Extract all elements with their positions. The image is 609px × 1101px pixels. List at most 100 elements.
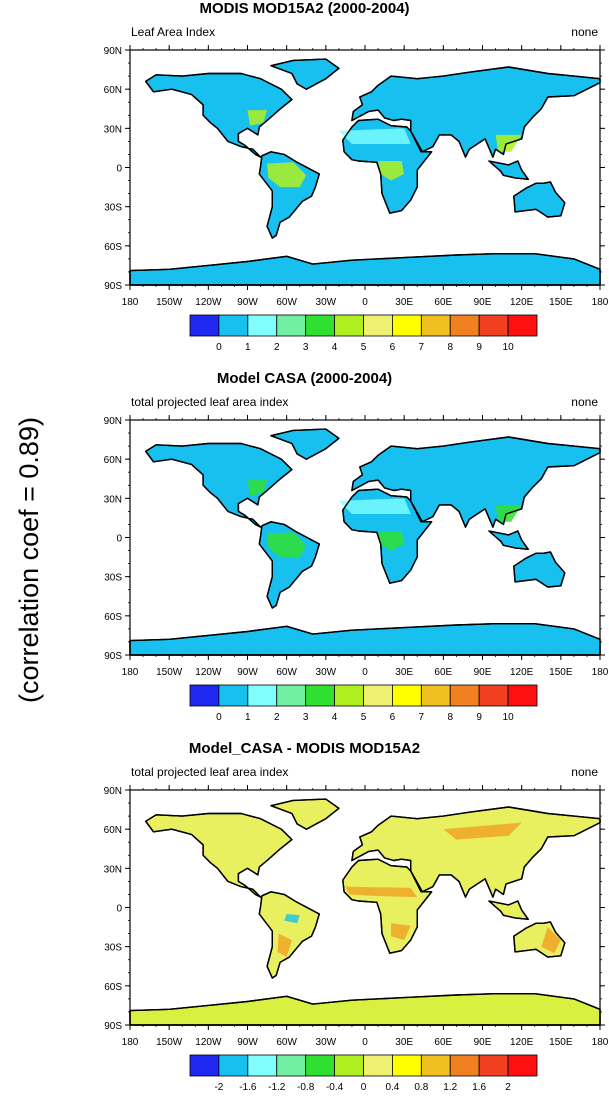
colorbar-swatch [449,684,480,707]
colorbar-swatch [507,314,538,337]
lon-tick-label: 60E [434,297,452,308]
lon-tick-label: 60W [276,667,297,678]
lon-tick-label: 60E [434,1037,452,1048]
lon-tick-label: 90W [237,297,258,308]
colorbar-swatch [363,1054,393,1077]
lon-tick-label: 0 [362,1037,368,1048]
lon-tick-label: 180 [592,1037,609,1048]
south-america-coastline [258,891,320,979]
colorbar-label: 1 [245,342,251,353]
colorbar-swatch [420,314,451,337]
greenland-coastline [270,58,340,90]
colorbar-swatch [334,1054,364,1077]
colorbar-swatch [189,314,220,337]
eurasia-coastline [351,436,601,528]
argentina-patch [277,933,292,958]
africa-coastline [342,118,433,214]
lat-tick-label: 60S [104,982,122,993]
east-us-patch [247,480,268,496]
lon-tick-label: 30E [395,667,413,678]
panel-casa: Model CASA (2000-2004) total projected l… [0,370,609,730]
lon-tick-label: 0 [362,667,368,678]
lon-tick-label: 150E [549,1037,573,1048]
lat-tick-label: 90N [104,46,122,57]
lon-tick-label: 120W [195,297,222,308]
lon-tick-label: 120W [195,1037,222,1048]
amazon-patch [267,162,307,188]
lat-tick-label: 30S [104,573,122,584]
australia-coastline [513,921,566,958]
lat-tick-label: 30N [104,124,122,135]
africa-coastline [342,858,433,954]
east-us-patch [247,110,268,126]
lon-tick-label: 30W [316,297,337,308]
congo-patch [378,531,405,551]
colorbar-swatch [478,684,509,707]
lat-tick-label: 90S [104,1021,122,1032]
north-america-coastline [144,442,293,528]
siberia-patch [443,822,522,840]
lon-tick-label: 180 [122,1037,139,1048]
colorbar-label: 10 [503,712,515,723]
lat-tick-label: 60N [104,85,122,96]
lon-tick-label: 150E [549,667,573,678]
panel-variable-label: total projected leaf area index [131,765,289,779]
australia-coastline [513,181,566,218]
colorbar-swatch [392,314,422,337]
colorbar-label: 8 [447,342,453,353]
colorbar-label: 8 [447,712,453,723]
lon-tick-label: 60E [434,667,452,678]
lon-tick-label: 150W [156,297,183,308]
colorbar-label: 6 [390,712,396,723]
eurasia-coastline [351,806,601,898]
north-america-coastline [144,72,293,158]
lat-tick-label: 90S [104,281,122,292]
colorbar-swatch [247,314,278,337]
colorbar-swatch [334,684,364,707]
colorbar-label: 1 [245,712,251,723]
lon-tick-label: 120E [510,297,534,308]
colorbar-swatch [218,684,249,707]
colorbar-label: 2 [274,712,280,723]
colorbar-swatch [420,684,451,707]
colorbar-swatch [276,314,307,337]
lat-tick-label: 30S [104,943,122,954]
colorbar-swatch [507,1054,538,1077]
south-america-coastline [258,151,320,239]
lat-tick-label: 60N [104,825,122,836]
colorbar-label: 1.6 [472,1082,486,1093]
lat-tick-label: 30N [104,494,122,505]
colorbar-label: 10 [503,342,515,353]
colorbar-label: -2 [214,1082,223,1093]
colorbar-swatch [189,684,220,707]
lon-tick-label: 90W [237,667,258,678]
lon-tick-label: 180 [122,667,139,678]
colorbar-swatch [449,1054,480,1077]
lat-tick-label: 60S [104,612,122,623]
panel-title: Model CASA (2000-2004) [216,370,393,387]
colorbar-swatch [247,1054,278,1077]
lon-tick-label: 120E [510,667,534,678]
lat-tick-label: 0 [116,534,122,545]
colorbar-label: 0.4 [385,1082,399,1093]
colorbar-label: 6 [390,342,396,353]
colorbar-label: 0 [361,1082,367,1093]
lon-tick-label: 120E [510,1037,534,1048]
lat-tick-label: 0 [116,904,122,915]
lat-tick-label: 30S [104,203,122,214]
eurasia-coastline [351,66,601,158]
panel-modis: MODIS MOD15A2 (2000-2004) Leaf Area Inde… [0,0,609,360]
colorbar-swatch [392,1054,422,1077]
lon-tick-label: 180 [592,667,609,678]
colorbar-swatch [218,1054,249,1077]
colorbar-label: 7 [419,342,425,353]
colorbar-swatch [478,1054,509,1077]
sahara-patch [338,498,411,514]
greenland-coastline [270,798,340,830]
sahara-patch [338,128,411,144]
lat-tick-label: 90N [104,416,122,427]
lat-tick-label: 60S [104,242,122,253]
colorbar-label: 3 [303,712,309,723]
colorbar-label: -0.8 [297,1082,315,1093]
